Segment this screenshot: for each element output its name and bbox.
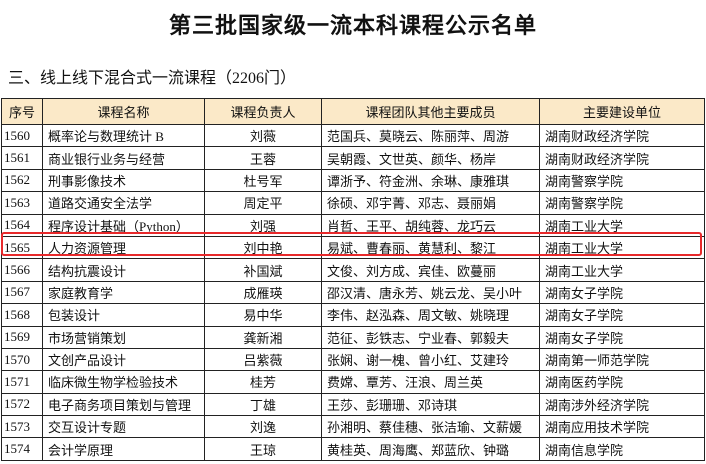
table-row: 1569 市场营销策划 龚新湘 范征、彭铁志、宁业春、郭毅夫 湖南女子学院 xyxy=(1,325,705,349)
cell-unit: 湖南医药学院 xyxy=(539,370,705,394)
cell-index: 1565 xyxy=(1,235,43,260)
cell-index: 1560 xyxy=(1,123,43,148)
cell-index: 1572 xyxy=(1,392,43,417)
table-row: 1561 商业银行业务与经营 王蓉 吴朝霞、文世英、颜华、杨岸 湖南财政经济学院 xyxy=(1,146,705,170)
cell-unit: 湖南女子学院 xyxy=(539,280,705,305)
table-row: 1570 文创产品设计 吕紫薇 张娴、谢一槐、曾小红、艾建玲 湖南第一师范学院 xyxy=(1,347,705,372)
cell-unit: 湖南女子学院 xyxy=(539,303,705,327)
cell-team: 王莎、彭珊珊、邓诗琪 xyxy=(321,392,540,417)
cell-unit: 湖南工业大学 xyxy=(539,213,705,237)
header-lead: 课程负责人 xyxy=(204,98,322,125)
cell-lead: 刘中艳 xyxy=(204,235,322,260)
cell-unit: 湖南应用技术学院 xyxy=(539,415,705,439)
table-row: 1572 电子商务项目策划与管理 丁雄 王莎、彭珊珊、邓诗琪 湖南涉外经济学院 xyxy=(1,392,705,417)
cell-course: 家庭教育学 xyxy=(42,280,205,305)
header-team: 课程团队其他主要成员 xyxy=(321,98,540,125)
cell-team: 范征、彭铁志、宁业春、郭毅夫 xyxy=(321,325,540,349)
course-table: 序号 课程名称 课程负责人 课程团队其他主要成员 主要建设单位 1560 概率论与… xyxy=(1,98,705,461)
cell-team: 易斌、曹春丽、黄慧利、黎江 xyxy=(321,235,540,260)
cell-team: 范国兵、莫晓云、陈丽萍、周游 xyxy=(321,123,540,148)
cell-lead: 成雁瑛 xyxy=(204,280,322,305)
cell-unit: 湖南涉外经济学院 xyxy=(539,392,705,417)
cell-team: 肖哲、王平、胡纯蓉、龙巧云 xyxy=(321,213,540,237)
table-row: 1563 道路交通安全法学 周定平 徐硕、邓宇菁、邓志、聂丽娟 湖南警察学院 xyxy=(1,191,705,215)
cell-unit: 湖南第一师范学院 xyxy=(539,347,705,372)
cell-unit: 湖南财政经济学院 xyxy=(539,146,705,170)
cell-lead: 补国斌 xyxy=(204,258,322,282)
cell-course: 人力资源管理 xyxy=(42,235,205,260)
cell-team: 费嫦、覃芳、汪浪、周兰英 xyxy=(321,370,540,394)
cell-team: 李伟、赵泓森、周文敏、姚晓理 xyxy=(321,303,540,327)
cell-lead: 易中华 xyxy=(204,303,322,327)
cell-unit: 湖南信息学院 xyxy=(539,437,705,461)
cell-unit: 湖南女子学院 xyxy=(539,325,705,349)
cell-index: 1573 xyxy=(1,415,43,439)
cell-index: 1563 xyxy=(1,191,43,215)
cell-course: 交互设计专题 xyxy=(42,415,205,439)
cell-unit: 湖南警察学院 xyxy=(539,168,705,193)
cell-course: 道路交通安全法学 xyxy=(42,191,205,215)
cell-course: 程序设计基础（Python） xyxy=(42,213,205,237)
cell-index: 1568 xyxy=(1,303,43,327)
cell-unit: 湖南警察学院 xyxy=(539,191,705,215)
table-row: 1564 程序设计基础（Python） 刘强 肖哲、王平、胡纯蓉、龙巧云 湖南工业大学 xyxy=(1,213,705,237)
cell-course: 市场营销策划 xyxy=(42,325,205,349)
cell-course: 电子商务项目策划与管理 xyxy=(42,392,205,417)
cell-course: 概率论与数理统计 B xyxy=(42,123,205,148)
cell-team: 张娴、谢一槐、曾小红、艾建玲 xyxy=(321,347,540,372)
table-row: 1567 家庭教育学 成雁瑛 邵汉清、唐永芳、姚云龙、吴小叶 湖南女子学院 xyxy=(1,280,705,305)
header-index: 序号 xyxy=(1,98,43,125)
cell-team: 文俊、刘方成、宾佳、欧蔓丽 xyxy=(321,258,540,282)
cell-team: 吴朝霞、文世英、颜华、杨岸 xyxy=(321,146,540,170)
cell-index: 1567 xyxy=(1,280,43,305)
table-header-row: 序号 课程名称 课程负责人 课程团队其他主要成员 主要建设单位 xyxy=(1,98,705,125)
cell-team: 邵汉清、唐永芳、姚云龙、吴小叶 xyxy=(321,280,540,305)
cell-lead: 周定平 xyxy=(204,191,322,215)
header-course: 课程名称 xyxy=(42,98,205,125)
table-row: 1560 概率论与数理统计 B 刘薇 范国兵、莫晓云、陈丽萍、周游 湖南财政经济学院 xyxy=(1,123,705,148)
cell-lead: 桂芳 xyxy=(204,370,322,394)
table-row: 1562 刑事影像技术 杜号军 谭浙予、符金洲、余琳、康雅琪 湖南警察学院 xyxy=(1,168,705,193)
cell-lead: 吕紫薇 xyxy=(204,347,322,372)
cell-course: 结构抗震设计 xyxy=(42,258,205,282)
cell-lead: 王琼 xyxy=(204,437,322,461)
cell-course: 包装设计 xyxy=(42,303,205,327)
cell-index: 1564 xyxy=(1,213,43,237)
cell-course: 临床微生物学检验技术 xyxy=(42,370,205,394)
cell-index: 1570 xyxy=(1,347,43,372)
cell-lead: 刘薇 xyxy=(204,123,322,148)
cell-team: 谭浙予、符金洲、余琳、康雅琪 xyxy=(321,168,540,193)
cell-lead: 刘强 xyxy=(204,213,322,237)
table-row: 1568 包装设计 易中华 李伟、赵泓森、周文敏、姚晓理 湖南女子学院 xyxy=(1,303,705,327)
cell-lead: 刘逸 xyxy=(204,415,322,439)
cell-unit: 湖南财政经济学院 xyxy=(539,123,705,148)
cell-lead: 王蓉 xyxy=(204,146,322,170)
table-row: 1574 会计学原理 王琼 黄桂英、周海鹰、郑蓝欣、钟璐 湖南信息学院 xyxy=(1,437,705,461)
table-row: 1573 交互设计专题 刘逸 孙湘明、蔡佳穗、张洁瑜、文薪媛 湖南应用技术学院 xyxy=(1,415,705,439)
page-title: 第三批国家级一流本科课程公示名单 xyxy=(168,13,537,38)
section-heading: 三、线上线下混合式一流课程（2206门） xyxy=(8,70,297,87)
cell-lead: 丁雄 xyxy=(204,392,322,417)
header-unit: 主要建设单位 xyxy=(539,98,705,125)
cell-course: 文创产品设计 xyxy=(42,347,205,372)
cell-course: 商业银行业务与经营 xyxy=(42,146,205,170)
cell-index: 1569 xyxy=(1,325,43,349)
cell-course: 会计学原理 xyxy=(42,437,205,461)
cell-unit: 湖南工业大学 xyxy=(539,258,705,282)
cell-index: 1571 xyxy=(1,370,43,394)
cell-course: 刑事影像技术 xyxy=(42,168,205,193)
cell-index: 1562 xyxy=(1,168,43,193)
table-row: 1566 结构抗震设计 补国斌 文俊、刘方成、宾佳、欧蔓丽 湖南工业大学 xyxy=(1,258,705,282)
cell-lead: 龚新湘 xyxy=(204,325,322,349)
cell-index: 1566 xyxy=(1,258,43,282)
cell-team: 徐硕、邓宇菁、邓志、聂丽娟 xyxy=(321,191,540,215)
cell-unit: 湖南工业大学 xyxy=(539,235,705,260)
table-row: 1571 临床微生物学检验技术 桂芳 费嫦、覃芳、汪浪、周兰英 湖南医药学院 xyxy=(1,370,705,394)
cell-team: 黄桂英、周海鹰、郑蓝欣、钟璐 xyxy=(321,437,540,461)
cell-lead: 杜号军 xyxy=(204,168,322,193)
cell-index: 1561 xyxy=(1,146,43,170)
table-row: 1565 人力资源管理 刘中艳 易斌、曹春丽、黄慧利、黎江 湖南工业大学 xyxy=(1,235,705,260)
cell-index: 1574 xyxy=(1,437,43,461)
cell-team: 孙湘明、蔡佳穗、张洁瑜、文薪媛 xyxy=(321,415,540,439)
